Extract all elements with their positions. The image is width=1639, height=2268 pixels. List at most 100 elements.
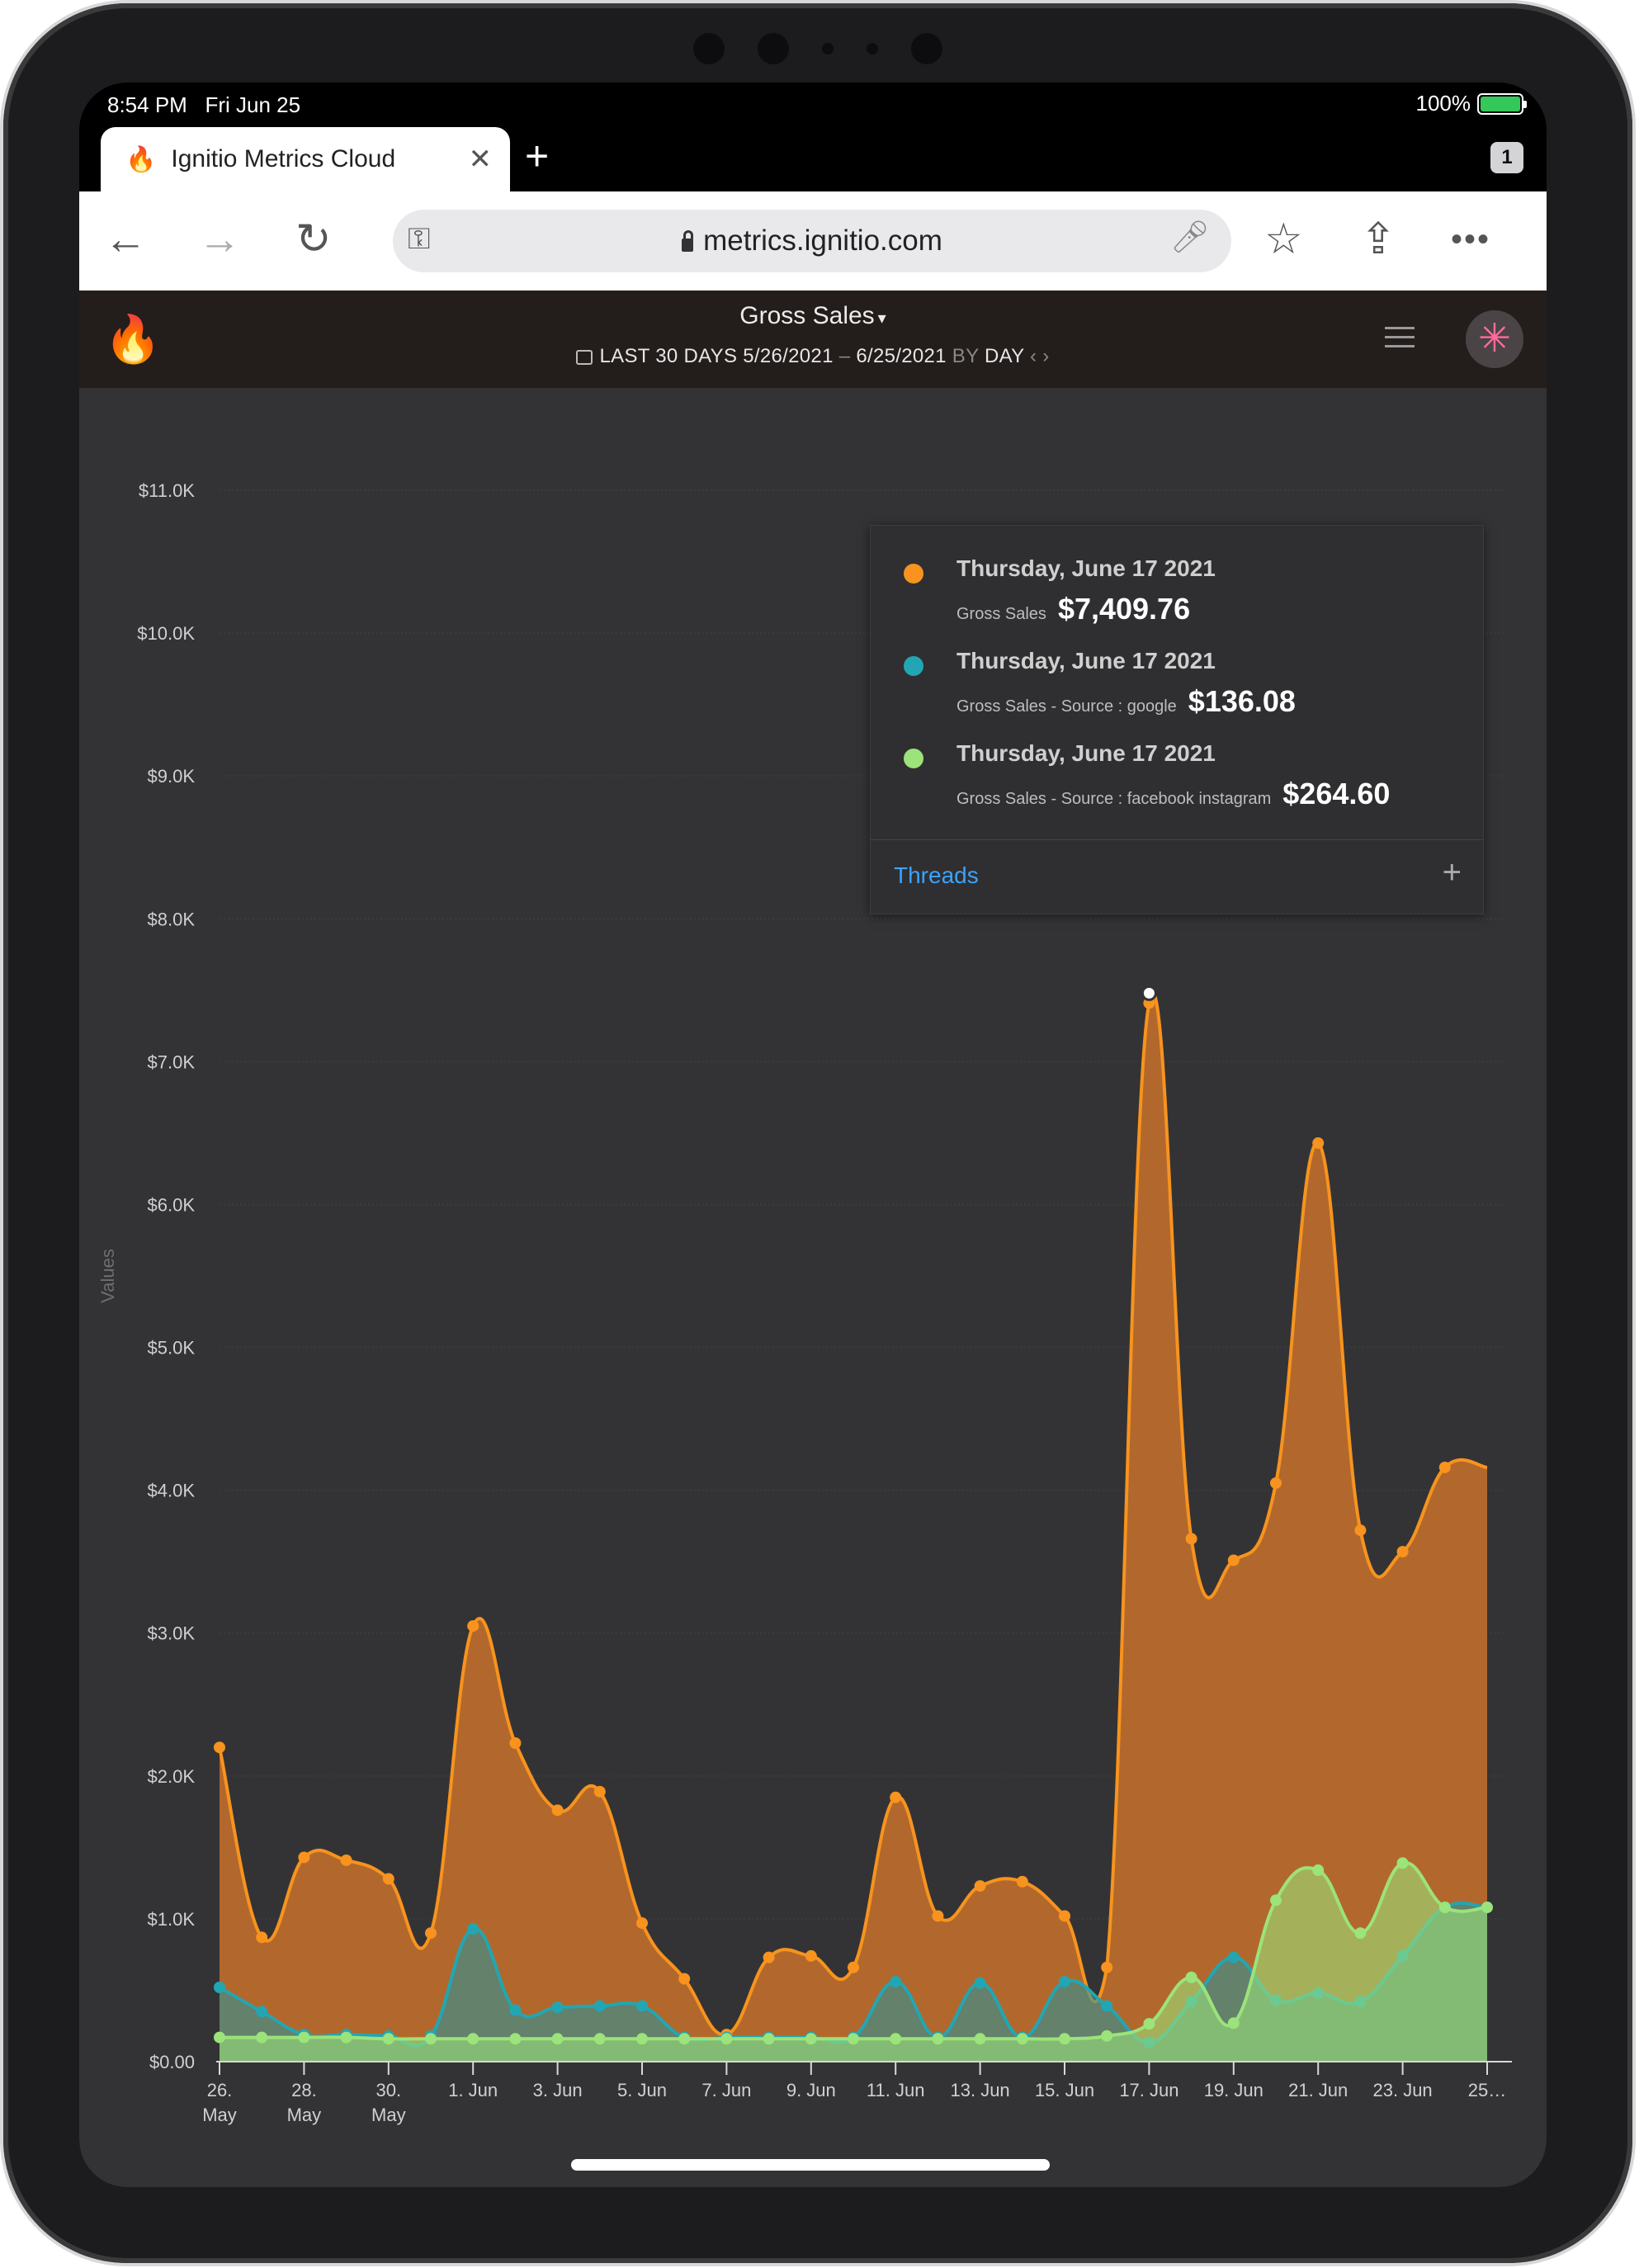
hamburger-menu-icon[interactable]	[1385, 327, 1415, 354]
facebook-instagram-point	[1143, 2018, 1155, 2030]
chart-area: $0.00 $1.0K $2.0K $3.0K $4.0K $5.0K $6.0K $7.0K…	[79, 388, 1547, 2187]
gross-sales-point	[467, 1620, 479, 1632]
threads-link[interactable]: Threads	[894, 862, 979, 888]
google-point	[1227, 1951, 1240, 1963]
y-tick-label: $10.0K	[137, 623, 195, 644]
lock-icon	[682, 230, 694, 252]
y-tick-label: $4.0K	[148, 1481, 196, 1501]
home-indicator	[571, 2159, 1050, 2171]
gross-sales-point	[974, 1880, 986, 1892]
facebook-instagram-area	[220, 1862, 1487, 2062]
gross-sales-chart[interactable]: $0.00 $1.0K $2.0K $3.0K $4.0K $5.0K $6.0K $7.0K…	[79, 388, 1547, 2187]
gross-sales-point	[678, 1973, 691, 1985]
gross-sales-point	[551, 1804, 564, 1817]
x-tick-label: 17. Jun	[1119, 2080, 1178, 2100]
gross-sales-point	[214, 1741, 225, 1754]
range-start: 5/26/2021	[743, 345, 834, 367]
google-point	[256, 2006, 268, 2018]
date-range-row[interactable]: LAST 30 DAYS 5/26/2021 – 6/25/2021 BY DA…	[79, 345, 1547, 368]
add-thread-icon[interactable]: +	[1442, 854, 1462, 891]
app-header: 🔥 Gross Sales ▾ LAST 30 DAYS 5/26/2021 – …	[79, 291, 1547, 388]
gross-sales-point	[593, 1785, 606, 1798]
facebook-instagram-point	[974, 2033, 986, 2045]
facebook-instagram-point	[1438, 1902, 1451, 1914]
more-menu-icon[interactable]: •••	[1451, 221, 1491, 258]
hover-marker	[1141, 985, 1157, 1001]
facebook-instagram-point	[593, 2033, 606, 2045]
tab-count-button[interactable]: 1	[1490, 142, 1523, 173]
metric-name: Gross Sales	[739, 302, 875, 329]
x-tick-label: 21. Jun	[1288, 2080, 1348, 2100]
key-icon[interactable]: ⚿	[408, 221, 431, 255]
series-dot-icon	[904, 656, 923, 676]
facebook-instagram-point	[256, 2031, 268, 2044]
facebook-instagram-point	[1185, 1971, 1197, 1983]
gross-sales-point	[1396, 1546, 1409, 1558]
series-dot-icon	[904, 749, 923, 768]
facebook-instagram-point	[1481, 1902, 1493, 1914]
browser-tab[interactable]: 🔥 Ignitio Metrics Cloud ✕	[101, 127, 510, 191]
camera-array	[693, 33, 942, 64]
tooltip-series: Gross Sales - Source : facebook instagra…	[956, 790, 1272, 808]
x-tick-label: 11. Jun	[867, 2080, 925, 2100]
metric-selector[interactable]: Gross Sales ▾	[79, 302, 1547, 330]
caret-down-icon: ▾	[877, 309, 886, 328]
facebook-instagram-point	[298, 2031, 310, 2044]
y-axis-title: Values	[97, 1249, 118, 1303]
facebook-instagram-point	[1101, 2029, 1113, 2042]
tooltip-value: $264.60	[1282, 777, 1391, 810]
granularity[interactable]: DAY	[984, 345, 1024, 367]
gross-sales-point	[1270, 1477, 1282, 1489]
tooltip-date: Thursday, June 17 2021	[956, 648, 1216, 673]
flame-favicon-icon: 🔥	[125, 145, 157, 173]
prev-period-icon[interactable]: ‹	[1029, 345, 1037, 367]
by-label: BY	[952, 345, 979, 367]
camera-lens-icon	[758, 33, 789, 64]
google-point	[593, 2000, 606, 2012]
gross-sales-point	[890, 1791, 902, 1803]
gross-sales-point	[1016, 1875, 1028, 1888]
y-tick-label: $0.00	[149, 2052, 195, 2072]
screen: 8:54 PM Fri Jun 25 100% 🔥 Ignitio Metric…	[79, 83, 1547, 2187]
google-point	[890, 1976, 902, 1988]
share-icon[interactable]: ⇪	[1360, 215, 1396, 263]
range-end: 6/25/2021	[856, 345, 947, 367]
next-period-icon[interactable]: ›	[1042, 345, 1050, 367]
battery-indicator: 100%	[1416, 91, 1527, 116]
close-tab-icon[interactable]: ✕	[468, 144, 493, 175]
google-point	[509, 2004, 522, 2016]
google-point	[214, 1981, 225, 1993]
browser-toolbar: ← → ↻ ⚿ metrics.ignitio.com 🎤︎ ☆ ⇪ •••	[79, 191, 1547, 291]
bookmark-star-icon[interactable]: ☆	[1264, 215, 1303, 263]
camera-lens-icon	[911, 33, 942, 64]
tooltip-divider	[871, 839, 1483, 840]
facebook-instagram-point	[890, 2033, 902, 2045]
facebook-instagram-point	[1270, 1894, 1282, 1907]
new-tab-button[interactable]: +	[525, 133, 550, 179]
flame-logo-icon[interactable]: 🔥	[104, 313, 162, 365]
y-tick-label: $6.0K	[148, 1194, 196, 1215]
x-tick-label: 1. Jun	[448, 2080, 498, 2100]
gross-sales-point	[932, 1910, 944, 1922]
y-tick-label: $3.0K	[148, 1623, 196, 1644]
avatar[interactable]: ✳	[1466, 310, 1523, 368]
gross-sales-point	[298, 1851, 310, 1864]
x-tick-label: 28.	[291, 2080, 317, 2100]
gross-sales-point	[1059, 1910, 1070, 1922]
back-arrow-icon[interactable]: ←	[104, 215, 147, 263]
microphone-icon[interactable]: 🎤︎	[1169, 220, 1210, 255]
x-tick-label: 30.	[376, 2080, 402, 2100]
range-dash: –	[838, 345, 851, 367]
google-point	[467, 1923, 479, 1935]
address-bar[interactable]: ⚿ metrics.ignitio.com 🎤︎	[393, 210, 1231, 272]
forward-arrow-icon[interactable]: →	[198, 215, 241, 263]
x-tick-label: 13. Jun	[951, 2080, 1010, 2100]
reload-icon[interactable]: ↻	[295, 215, 332, 263]
facebook-instagram-point	[425, 2033, 437, 2045]
tab-bar: 🔥 Ignitio Metrics Cloud ✕ + 1	[79, 124, 1547, 191]
tooltip-date: Thursday, June 17 2021	[956, 555, 1216, 581]
gross-sales-point	[1438, 1461, 1451, 1473]
google-area	[220, 1902, 1487, 2062]
gross-sales-point	[1101, 1961, 1113, 1973]
gross-sales-point	[340, 1854, 352, 1866]
